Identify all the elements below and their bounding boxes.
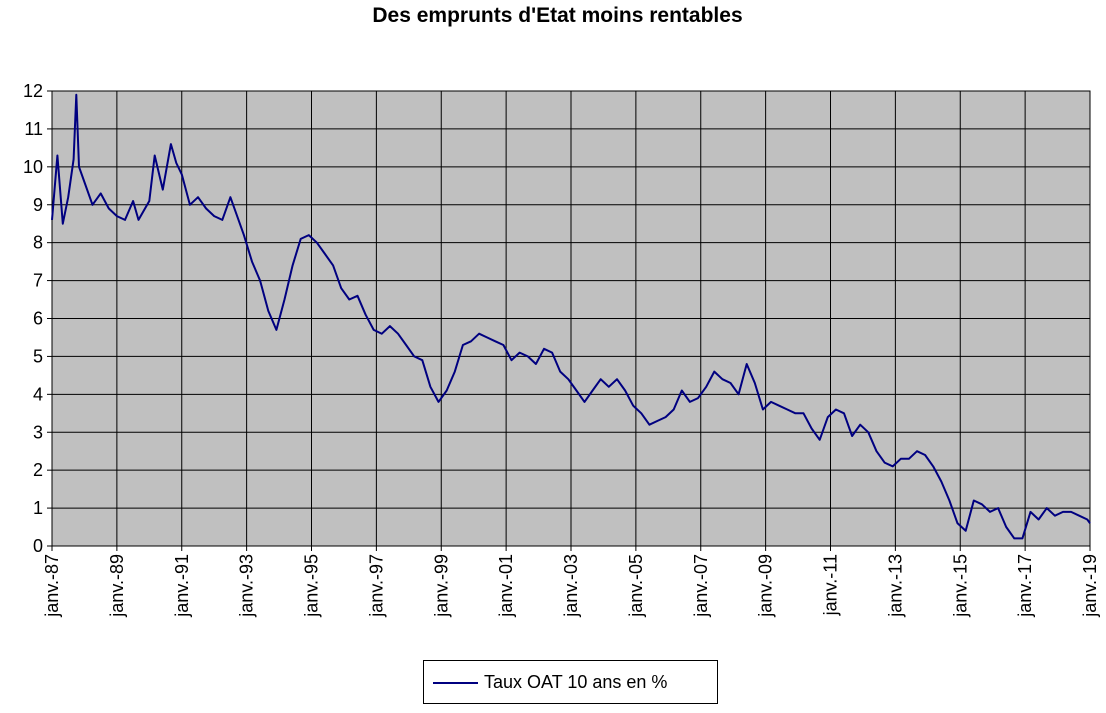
x-tick-label: janv.-01 <box>496 554 516 618</box>
legend-label: Taux OAT 10 ans en % <box>484 672 668 692</box>
y-tick-label: 1 <box>33 498 43 518</box>
x-tick-label: janv.-89 <box>107 554 127 618</box>
x-tick-label: janv.-97 <box>366 554 386 618</box>
y-tick-label: 8 <box>33 233 43 253</box>
x-tick-label: janv.-05 <box>626 554 646 618</box>
y-tick-label: 10 <box>23 157 43 177</box>
y-tick-label: 6 <box>33 309 43 329</box>
x-tick-label: janv.-91 <box>172 554 192 618</box>
x-tick-label: janv.-09 <box>756 554 776 618</box>
y-tick-label: 5 <box>33 346 43 366</box>
y-tick-label: 2 <box>33 460 43 480</box>
x-tick-label: janv.-13 <box>885 554 905 618</box>
y-tick-label: 0 <box>33 536 43 556</box>
x-tick-label: janv.-03 <box>561 554 581 618</box>
x-axis: janv.-87 janv.-89 janv.-91 janv.-93 janv.-95… <box>42 546 1100 618</box>
x-tick-label: janv.-11 <box>821 554 841 616</box>
x-tick-label: janv.-07 <box>691 554 711 618</box>
legend-swatch <box>433 682 478 684</box>
x-tick-label: janv.-15 <box>950 554 970 618</box>
x-tick-label: janv.-99 <box>431 554 451 618</box>
legend: Taux OAT 10 ans en % <box>423 660 718 704</box>
y-tick-label: 9 <box>33 195 43 215</box>
x-tick-label: janv.-93 <box>237 554 257 618</box>
x-tick-label: janv.-87 <box>42 554 62 618</box>
chart-title: Des emprunts d'Etat moins rentables <box>372 4 743 27</box>
y-tick-label: 12 <box>23 81 43 101</box>
x-tick-label: janv.-19 <box>1080 554 1100 618</box>
series-layer <box>51 93 1091 540</box>
y-tick-label: 11 <box>24 119 43 139</box>
x-tick-label: janv.-95 <box>302 554 322 618</box>
x-tick-label: janv.-17 <box>1015 554 1035 618</box>
y-tick-label: 3 <box>33 422 43 442</box>
y-tick-label: 4 <box>33 384 43 404</box>
series-line-oat-10y <box>51 93 1091 540</box>
y-tick-label: 7 <box>33 271 43 291</box>
